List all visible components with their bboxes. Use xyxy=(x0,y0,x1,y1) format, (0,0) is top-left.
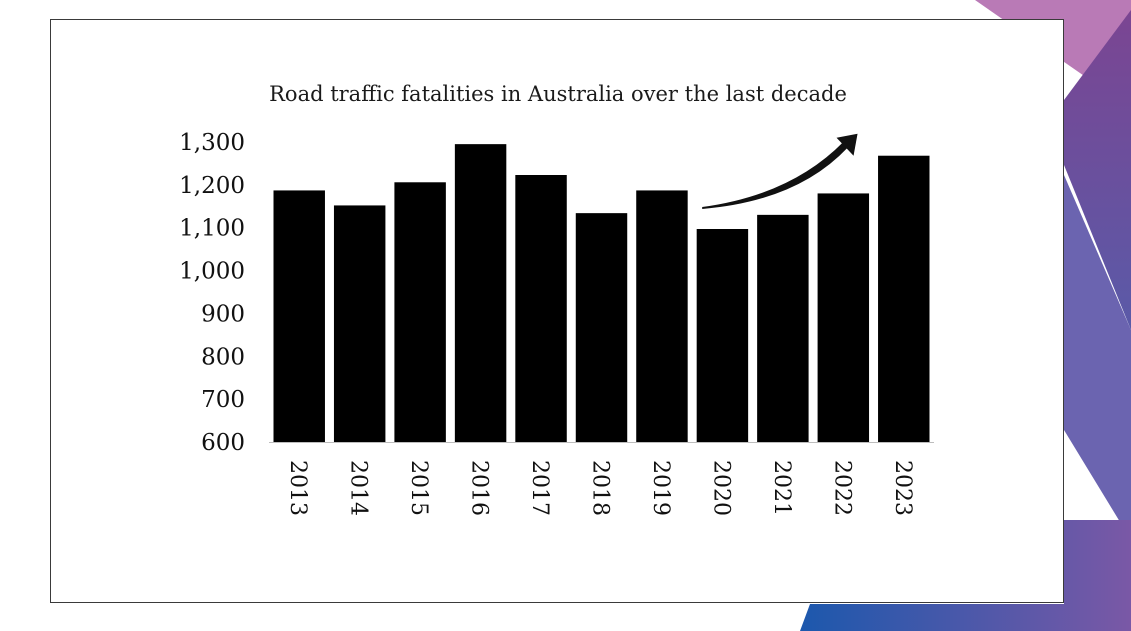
x-tick-label-2016: 2016 xyxy=(467,460,492,516)
y-tick-label-600: 600 xyxy=(201,430,245,456)
bar-2023 xyxy=(878,155,930,442)
bar-2020 xyxy=(696,229,749,442)
x-tick-label-2018: 2018 xyxy=(588,460,613,516)
accent-shape-violet xyxy=(1064,175,1131,540)
x-tick-label-2021: 2021 xyxy=(769,460,794,516)
bar-2013 xyxy=(273,190,325,442)
y-tick-label-1200: 1,200 xyxy=(179,173,245,199)
bar-2016 xyxy=(454,144,507,442)
x-tick-label-2015: 2015 xyxy=(406,460,431,516)
x-tick-label-2022: 2022 xyxy=(829,460,854,516)
x-tick-label-2023: 2023 xyxy=(890,460,915,516)
x-tick-label-2020: 2020 xyxy=(708,460,733,516)
bar-2022 xyxy=(817,193,870,442)
accent-shape-purple xyxy=(1064,10,1131,330)
bar-2018 xyxy=(575,213,628,442)
y-tick-label-1100: 1,100 xyxy=(179,216,245,242)
bar-2015 xyxy=(394,182,446,443)
x-tick-label-2017: 2017 xyxy=(527,460,552,516)
trend-arrow xyxy=(702,133,858,209)
y-tick-label-800: 800 xyxy=(201,344,245,370)
y-tick-label-1000: 1,000 xyxy=(179,259,245,285)
y-tick-label-900: 900 xyxy=(201,301,245,327)
accent-shape-blue xyxy=(800,520,1131,631)
bar-chart: 600 700 800 900 1,000 1,100 1,200 1,300 2013 2014… xyxy=(179,130,934,516)
bar-2017 xyxy=(515,175,567,442)
bar-2019 xyxy=(636,190,688,442)
y-tick-label-1300: 1,300 xyxy=(179,130,245,156)
x-tick-label-2014: 2014 xyxy=(346,460,371,516)
y-tick-label-700: 700 xyxy=(201,387,245,413)
x-tick-label-2013: 2013 xyxy=(285,460,310,516)
chart-title: Road traffic fatalities in Australia ove… xyxy=(269,82,847,106)
bar-2021 xyxy=(757,214,809,442)
chart-card: Road traffic fatalities in Australia ove… xyxy=(50,19,1064,603)
bar-2014 xyxy=(333,205,386,442)
x-tick-label-2019: 2019 xyxy=(648,460,673,516)
